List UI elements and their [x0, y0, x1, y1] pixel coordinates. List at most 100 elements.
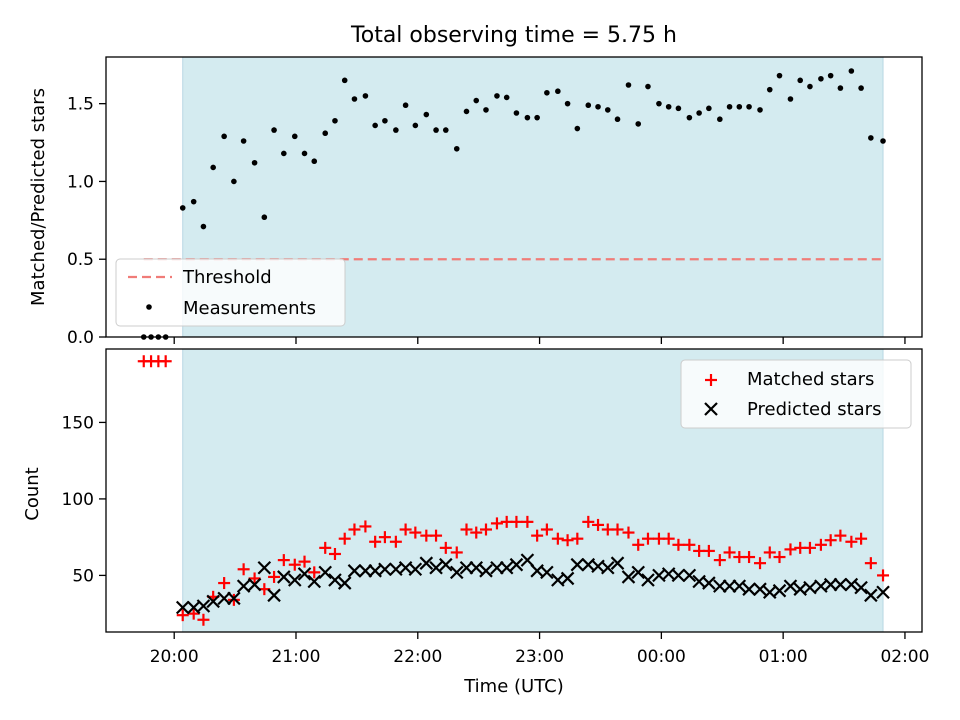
measurement-point — [412, 122, 419, 129]
measurement-point — [807, 83, 813, 90]
predicted-star-point — [347, 564, 362, 578]
matched-star-point — [288, 558, 301, 571]
matched-star-point — [754, 557, 767, 570]
predicted-star-point — [469, 560, 484, 575]
matched-star-point — [611, 523, 624, 536]
matched-star-point — [399, 523, 412, 536]
measurement-point — [291, 133, 298, 140]
matched-star-point — [521, 515, 534, 528]
chart-title: Total observing time = 5.75 h — [350, 23, 677, 48]
measurement-point — [442, 127, 449, 133]
measurement-point — [686, 114, 693, 121]
ratio-legend-box — [115, 258, 346, 327]
count-y-axis-label: Count — [22, 467, 43, 520]
matched-star-point — [845, 535, 858, 548]
matched-star-point — [187, 607, 200, 620]
matched-stars-points — [137, 355, 890, 626]
matched-star-point — [723, 546, 736, 559]
count-x-axis: 20:00 21:00 22:00 23:00 00:00 01:00 02:00 — [150, 632, 929, 667]
predicted-star-point — [772, 583, 787, 598]
matched-star-point — [348, 523, 361, 536]
measurement-point — [190, 198, 197, 205]
measurement-point — [858, 85, 864, 91]
matched-star-point — [248, 572, 261, 585]
matched-star-point — [319, 541, 332, 554]
matched-star-point — [439, 541, 452, 554]
measurement-point — [453, 145, 460, 152]
matched-star-point — [197, 613, 210, 626]
predicted-star-point — [196, 599, 211, 613]
measurement-point — [665, 103, 672, 110]
measurement-point — [513, 110, 520, 116]
measurement-point — [766, 86, 773, 93]
legend-predicted-label: Predicted stars — [747, 399, 881, 420]
measurement-point — [787, 96, 794, 102]
predicted-star-point — [449, 565, 464, 580]
matched-star-point — [479, 523, 492, 536]
measurement-point — [544, 89, 550, 96]
predicted-star-point — [277, 570, 291, 584]
matched-star-point — [176, 609, 189, 622]
x-tick-label: 22:00 — [393, 647, 442, 667]
predicted-star-point — [671, 568, 686, 583]
measurement-point — [868, 135, 874, 141]
matched-star-point — [877, 569, 890, 582]
x-tick-label: 02:00 — [880, 647, 929, 667]
measurement-point — [757, 107, 763, 113]
predicted-star-point — [459, 560, 474, 575]
x-tick-label: 20:00 — [150, 647, 199, 667]
y-tick-label: 100 — [62, 490, 94, 510]
measurement-point — [827, 72, 834, 79]
predicted-star-point — [742, 582, 756, 596]
legend-predicted-swatch — [704, 402, 718, 416]
measurement-point — [281, 150, 287, 157]
measurement-point — [473, 97, 480, 104]
measurement-point — [200, 223, 207, 230]
ratio-x-ticks — [173, 337, 906, 344]
measurement-point — [503, 94, 510, 101]
predicted-star-point — [713, 579, 727, 593]
count-panel: 50 100 150 20:00 21:00 22:00 23:00 00:00 01:00 0… — [22, 348, 929, 697]
measurement-point — [372, 122, 378, 129]
count-y-axis: 50 100 150 — [62, 413, 106, 586]
matched-star-point — [298, 555, 311, 568]
measurement-point — [382, 117, 388, 124]
matched-star-point — [460, 523, 473, 536]
matched-star-point — [551, 532, 564, 545]
measurement-point — [494, 93, 500, 99]
matched-star-point — [237, 563, 250, 576]
matched-star-point — [713, 554, 726, 567]
measurement-point — [393, 127, 399, 133]
predicted-star-point — [732, 579, 747, 593]
predicted-star-point — [227, 591, 241, 606]
predicted-star-point — [267, 588, 281, 603]
measurement-point — [261, 214, 268, 221]
measurement-point — [726, 103, 733, 110]
measurement-point — [818, 75, 824, 82]
matched-star-point — [582, 515, 595, 528]
matched-star-point — [268, 570, 281, 583]
predicted-star-point — [236, 579, 251, 593]
predicted-star-point — [217, 591, 231, 606]
legend-measurements-swatch — [146, 304, 152, 310]
predicted-star-point — [601, 560, 615, 575]
measurement-point — [675, 105, 682, 112]
matched-star-point — [773, 551, 786, 564]
predicted-star-point — [844, 577, 859, 592]
matched-star-point — [672, 538, 685, 551]
predicted-star-point — [479, 564, 493, 578]
y-tick-label: 0.5 — [67, 250, 94, 270]
matched-star-point — [662, 532, 675, 545]
predicted-star-point — [682, 568, 697, 583]
measurement-point — [635, 121, 642, 127]
matched-star-point — [641, 532, 654, 545]
ratio-axes-frame — [105, 56, 923, 338]
x-axis-label: Time (UTC) — [463, 676, 564, 697]
predicted-star-point — [287, 573, 302, 587]
measurement-point — [848, 68, 855, 74]
predicted-star-point — [783, 579, 798, 593]
predicted-star-point — [337, 576, 352, 590]
predicted-star-point — [753, 582, 767, 596]
matched-star-point — [409, 526, 422, 539]
y-tick-label: 0.0 — [67, 328, 94, 348]
